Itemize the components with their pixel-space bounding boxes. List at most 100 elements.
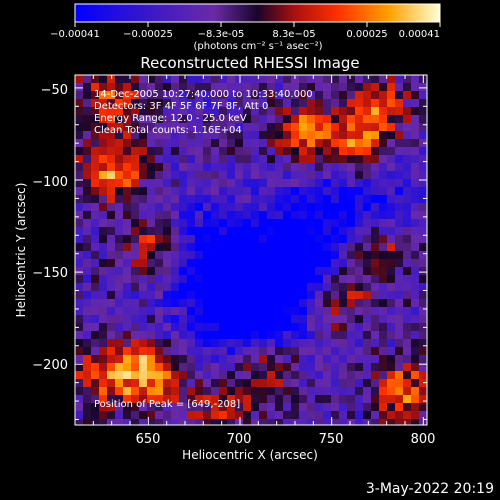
heatmap-cell: [219, 411, 228, 420]
heatmap-cell: [411, 387, 420, 396]
heatmap-cell: [203, 115, 212, 124]
heatmap-cell: [395, 267, 404, 276]
heatmap-cell: [411, 299, 420, 308]
heatmap-cell: [363, 299, 372, 308]
heatmap-cell: [323, 139, 332, 148]
heatmap-cell: [307, 75, 316, 84]
heatmap-cell: [291, 283, 300, 292]
heatmap-cell: [235, 283, 244, 292]
heatmap-cell: [323, 115, 332, 124]
heatmap-cell: [323, 107, 332, 116]
heatmap-cell: [355, 331, 364, 340]
heatmap-cell: [99, 187, 108, 196]
heatmap-cell: [187, 419, 196, 425]
heatmap-cell: [147, 291, 156, 300]
heatmap-cell: [411, 259, 420, 268]
heatmap-cell: [75, 363, 84, 372]
colorbar-tick-label: 0.00041: [399, 29, 440, 40]
heatmap-cell: [339, 251, 348, 260]
heatmap-cell: [259, 387, 268, 396]
heatmap-cell: [315, 299, 324, 308]
heatmap-cell: [219, 299, 228, 308]
heatmap-cell: [267, 259, 276, 268]
heatmap-cell: [91, 387, 100, 396]
heatmap-cell: [83, 411, 92, 420]
heatmap-cell: [139, 339, 148, 348]
heatmap-cell: [283, 323, 292, 332]
heatmap-cell: [411, 187, 420, 196]
heatmap-cell: [131, 307, 140, 316]
heatmap-cell: [203, 323, 212, 332]
heatmap-cell: [259, 179, 268, 188]
heatmap-cell: [323, 171, 332, 180]
heatmap-cell: [283, 99, 292, 108]
heatmap-cell: [379, 171, 388, 180]
heatmap-cell: [123, 355, 132, 364]
heatmap-cell: [275, 211, 284, 220]
heatmap-cell: [387, 315, 396, 324]
heatmap-cell: [283, 339, 292, 348]
heatmap-cell: [115, 339, 124, 348]
heatmap-cell: [83, 307, 92, 316]
heatmap-cell: [99, 131, 108, 140]
heatmap-cell: [331, 283, 340, 292]
heatmap-cell: [195, 227, 204, 236]
heatmap-cell: [267, 131, 276, 140]
heatmap-cell: [267, 347, 276, 356]
heatmap-cell: [251, 291, 260, 300]
heatmap-cell: [227, 131, 236, 140]
heatmap-cell: [347, 211, 356, 220]
heatmap-cell: [299, 387, 308, 396]
heatmap-cell: [171, 307, 180, 316]
heatmap-cell: [379, 307, 388, 316]
heatmap-cell: [83, 187, 92, 196]
heatmap-cell: [99, 163, 108, 172]
heatmap-cell: [123, 131, 132, 140]
heatmap-cell: [195, 291, 204, 300]
heatmap-cell: [139, 291, 148, 300]
heatmap-cell: [387, 139, 396, 148]
heatmap-cell: [315, 355, 324, 364]
heatmap-cell: [283, 147, 292, 156]
heatmap-cell: [387, 83, 396, 92]
heatmap-cell: [371, 227, 380, 236]
annotation-time: 14-Dec-2005 10:27:40.000 to 10:33:40.000: [94, 89, 313, 100]
heatmap-cell: [347, 315, 356, 324]
heatmap-cell: [323, 243, 332, 252]
heatmap-cell: [147, 251, 156, 260]
heatmap-cell: [395, 251, 404, 260]
heatmap-cell: [403, 75, 412, 84]
heatmap-cell: [331, 179, 340, 188]
heatmap-cell: [275, 395, 284, 404]
heatmap-cell: [163, 99, 172, 108]
heatmap-cell: [275, 171, 284, 180]
heatmap-cell: [267, 75, 276, 84]
heatmap-cell: [243, 307, 252, 316]
heatmap-cell: [187, 379, 196, 388]
heatmap-cell: [195, 195, 204, 204]
heatmap-cell: [315, 75, 324, 84]
heatmap-cell: [275, 275, 284, 284]
heatmap-cell: [195, 187, 204, 196]
heatmap-cell: [403, 99, 412, 108]
heatmap-cell: [339, 203, 348, 212]
heatmap-cell: [275, 323, 284, 332]
heatmap-cell: [379, 339, 388, 348]
heatmap-cell: [155, 291, 164, 300]
heatmap-cell: [251, 147, 260, 156]
heatmap-cell: [131, 139, 140, 148]
heatmap-cell: [323, 235, 332, 244]
heatmap-cell: [179, 411, 188, 420]
heatmap-cell: [387, 203, 396, 212]
heatmap-cell: [115, 395, 124, 404]
heatmap-cell: [155, 75, 164, 84]
heatmap-cell: [83, 379, 92, 388]
heatmap-cell: [195, 259, 204, 268]
heatmap-cell: [235, 267, 244, 276]
heatmap-cell: [259, 411, 268, 420]
heatmap-cell: [211, 243, 220, 252]
heatmap-cell: [147, 267, 156, 276]
heatmap-cell: [307, 107, 316, 116]
heatmap-cell: [139, 251, 148, 260]
heatmap-cell: [379, 371, 388, 380]
